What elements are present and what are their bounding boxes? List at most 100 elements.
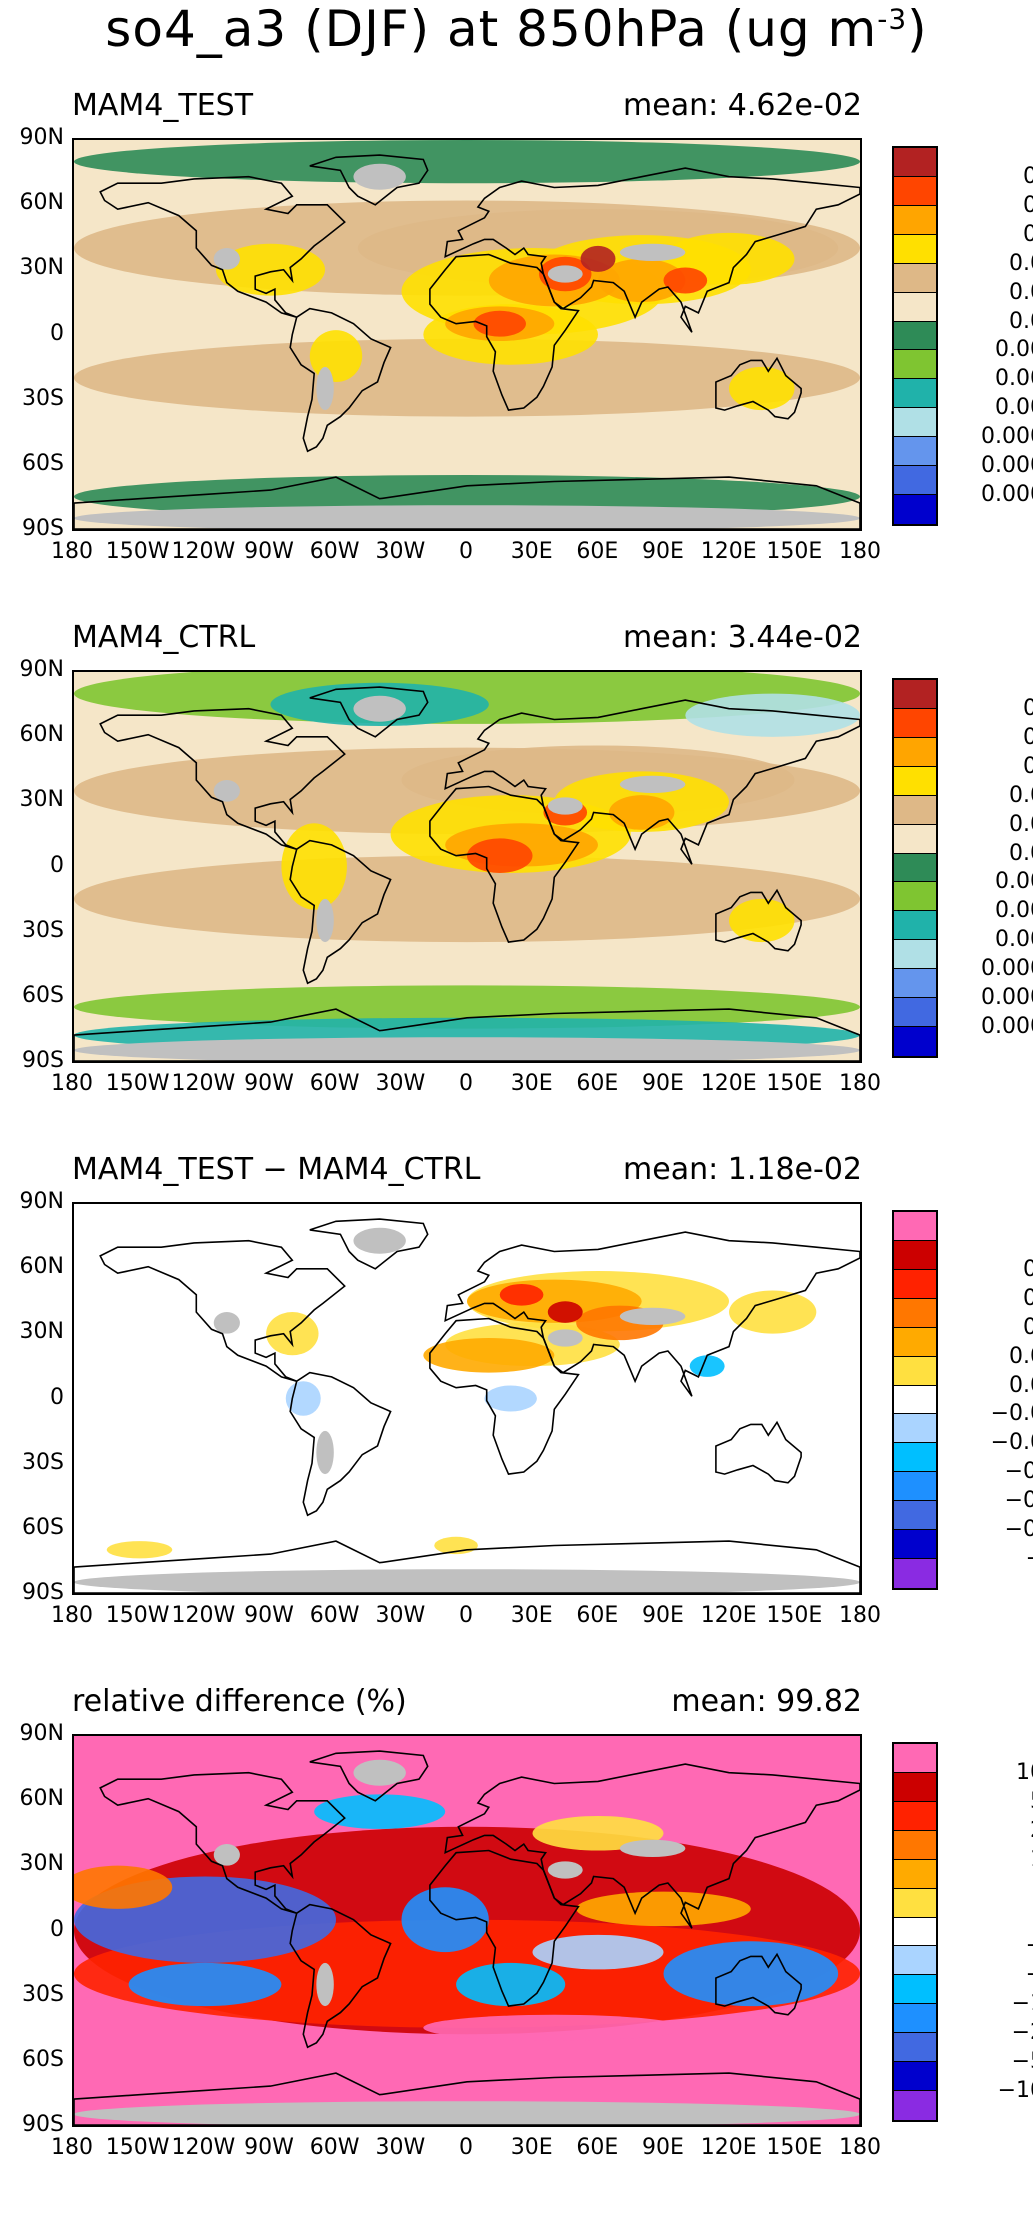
colorbar-swatch [894, 2033, 936, 2063]
colorbar-label: −0.02 [990, 1401, 1033, 1427]
map-panel: MAM4_CTRL mean: 3.44e-02 90N 60N 30N 0 30S 60S 9… [0, 620, 1033, 1150]
x-tick-label: 0 [459, 1071, 473, 1096]
x-tick-label: 30E [510, 2135, 553, 2160]
colorbar-swatch [894, 408, 936, 438]
colorbar-swatch [894, 466, 936, 496]
colorbar-swatch [894, 1801, 936, 1831]
colorbar-swatch [894, 1859, 936, 1889]
colorbar-label: 0.1 [1023, 221, 1033, 247]
colorbar [892, 146, 938, 526]
colorbar-label: 0.05 [1009, 782, 1033, 808]
colorbar-swatch [894, 379, 936, 409]
y-tick-label: 90S [22, 516, 64, 541]
colorbar-swatch [894, 911, 936, 941]
colorbar-swatch [894, 437, 936, 467]
coastline-africa [429, 1317, 580, 1475]
coastline-namerica [99, 707, 346, 850]
colorbar-label: 0.1 [1023, 753, 1033, 779]
colorbar-swatch [894, 1744, 936, 1773]
missing-data-region [353, 163, 406, 190]
colorbar-label: 0.2 [1023, 724, 1033, 750]
colorbar-swatch [894, 234, 936, 264]
colorbar-label: −2 [948, 1933, 1033, 1958]
x-tick-label: 60E [576, 539, 619, 564]
colorbar-swatch [894, 853, 936, 883]
x-tick-label: 150E [766, 2135, 823, 2160]
field-contour [532, 1934, 664, 1970]
x-tick-label: 60E [576, 1071, 619, 1096]
coastline-antarctica [74, 2072, 860, 2125]
x-tick-label: 30W [375, 539, 426, 564]
coastline-eurasia [444, 1763, 860, 1929]
colorbar-label: 5 [948, 1876, 1033, 1901]
x-tick-label: 30W [375, 1603, 426, 1628]
coastline-greenland [309, 1218, 429, 1270]
colorbar-label: 0.0002 [981, 453, 1033, 479]
coastline-africa [429, 785, 580, 943]
field-contour [729, 366, 795, 411]
colorbar-swatch [894, 2004, 936, 2034]
coastline-namerica [99, 175, 346, 318]
x-tick-label: 120W [171, 539, 236, 564]
y-tick-label: 90S [22, 2112, 64, 2137]
missing-data-region [316, 366, 334, 411]
coastline-australia [715, 1420, 802, 1484]
x-tick-label: 60E [576, 1603, 619, 1628]
colorbar-label: 0.5 [1023, 1256, 1033, 1282]
coastline-greenland [309, 154, 429, 206]
colorbar-label: 50 [948, 1789, 1033, 1814]
field-contour [314, 1794, 446, 1829]
x-tick-label: 30E [510, 1603, 553, 1628]
missing-data-region [547, 797, 583, 815]
x-tick-label: 90E [642, 1603, 684, 1628]
missing-data-region [74, 505, 860, 529]
y-tick-label: 60S [22, 450, 64, 476]
colorbar-swatch [894, 176, 936, 206]
missing-data-region [547, 1329, 583, 1347]
field-contour [598, 258, 686, 303]
figure-title-text: so4_a3 (DJF) at 850hPa (ug m [105, 0, 878, 58]
colorbar-swatch [894, 824, 936, 854]
figure-title-exponent: -3 [877, 2, 908, 36]
colorbar-swatch [894, 1830, 936, 1860]
coastline-eurasia [444, 1231, 860, 1397]
colorbar-swatch [894, 1269, 936, 1299]
colorbar-label: −5 [948, 1962, 1033, 1987]
field-contour [74, 855, 860, 943]
colorbar-label: 20 [948, 1818, 1033, 1843]
coastline-greenland [309, 686, 429, 738]
field-contour [608, 795, 675, 830]
colorbar [892, 1210, 938, 1590]
x-tick-label: 180 [839, 2135, 881, 2160]
x-tick-label: 90W [244, 2135, 294, 2160]
colorbar-label: 0.005 [995, 869, 1033, 895]
colorbar-swatch [894, 1385, 936, 1415]
y-tick-label: 0 [50, 1916, 64, 1942]
colorbar-swatch [894, 2062, 936, 2092]
x-tick-label: 120E [700, 2135, 757, 2160]
colorbar-label: 0.02 [1009, 811, 1033, 837]
field-contour [74, 338, 860, 417]
missing-data-region [74, 1037, 860, 1061]
x-tick-label: 60W [309, 2135, 360, 2160]
colorbar-label: 0.01 [1009, 840, 1033, 866]
y-tick-label: 90N [19, 1189, 64, 1214]
coastline-australia [715, 888, 802, 952]
colorbar-swatch [894, 766, 936, 796]
coastline-eurasia [444, 699, 860, 865]
colorbar-label: −0.2 [1004, 1488, 1033, 1514]
y-tick-label: 0 [50, 1384, 64, 1410]
map-plot [72, 138, 862, 531]
field-contour [689, 1355, 725, 1377]
x-tick-label: 90W [244, 1603, 294, 1628]
colorbar-swatch [894, 1501, 936, 1531]
missing-data-region [316, 1962, 334, 2007]
x-tick-label: 150E [766, 1071, 823, 1096]
colorbar-swatch [894, 882, 936, 912]
colorbar-label: −1 [948, 1546, 1033, 1571]
coastline-antarctica [74, 1008, 860, 1061]
colorbar-swatch [894, 1917, 936, 1947]
colorbar-label: −20 [1011, 2020, 1033, 2046]
map-plot [72, 1734, 862, 2127]
x-tick-label: 90E [642, 2135, 684, 2160]
